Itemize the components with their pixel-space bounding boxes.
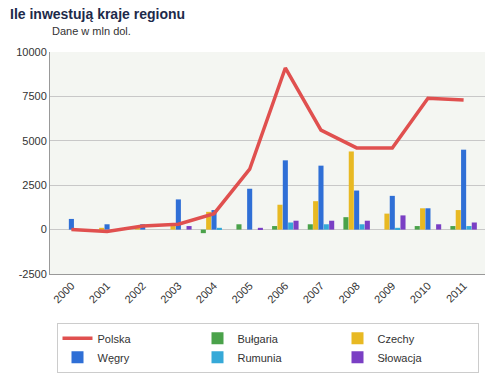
svg-text:2009: 2009: [372, 280, 398, 306]
svg-text:5000: 5000: [22, 135, 46, 147]
svg-text:Słowacja: Słowacja: [378, 352, 423, 364]
svg-text:2007: 2007: [300, 280, 326, 306]
svg-text:2006: 2006: [265, 280, 291, 306]
svg-text:2004: 2004: [194, 280, 220, 306]
svg-text:2011: 2011: [444, 280, 469, 305]
svg-text:2010: 2010: [407, 280, 433, 306]
svg-text:Polska: Polska: [98, 333, 132, 345]
svg-text:2005: 2005: [229, 280, 255, 306]
svg-text:Węgry: Węgry: [98, 352, 130, 364]
svg-text:-2500: -2500: [19, 268, 47, 280]
svg-text:2002: 2002: [122, 280, 148, 306]
svg-text:0: 0: [41, 223, 47, 235]
svg-text:7500: 7500: [22, 90, 46, 102]
svg-text:10000: 10000: [16, 46, 47, 58]
svg-text:Bułgaria: Bułgaria: [238, 333, 279, 345]
svg-text:2008: 2008: [336, 280, 362, 306]
svg-text:Rumunia: Rumunia: [238, 352, 283, 364]
svg-text:Czechy: Czechy: [378, 333, 415, 345]
svg-text:2000: 2000: [51, 280, 77, 306]
svg-text:Dane w mln dol.: Dane w mln dol.: [52, 25, 131, 37]
svg-text:Ile inwestują kraje regionu: Ile inwestują kraje regionu: [10, 6, 185, 22]
svg-text:2003: 2003: [158, 280, 184, 306]
svg-text:2500: 2500: [22, 179, 46, 191]
svg-text:2001: 2001: [87, 280, 113, 306]
